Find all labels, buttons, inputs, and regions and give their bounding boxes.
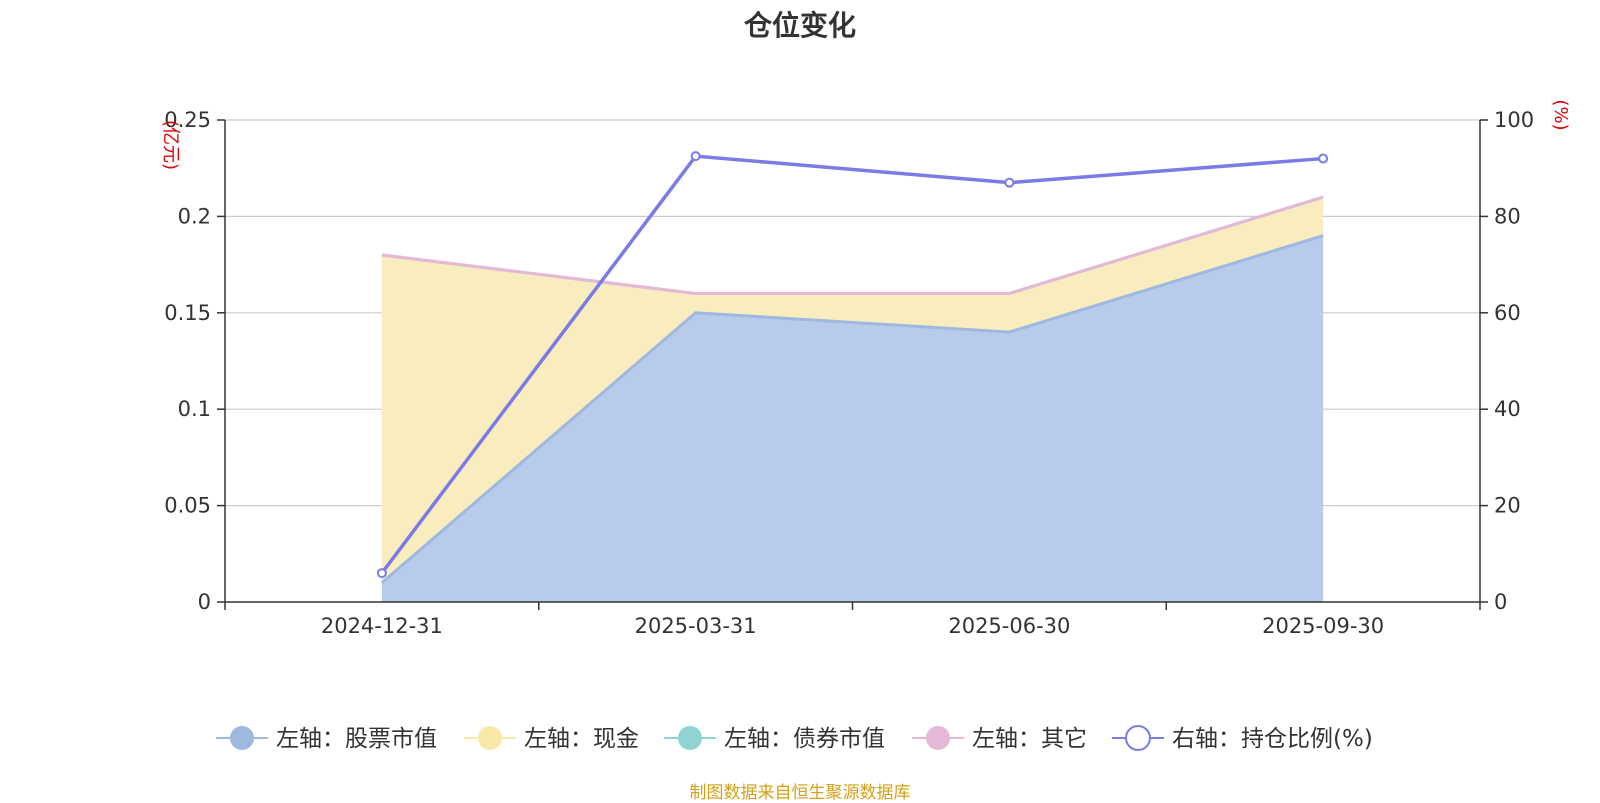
legend-label: 左轴：现金 [524,726,639,752]
right-tick-label: 60 [1494,301,1521,325]
left-tick-label: 0.25 [164,108,211,132]
legend-marker [678,726,702,750]
legend-label: 左轴：债券市值 [724,726,885,752]
ratio-point [376,568,387,579]
ratio-point [1004,177,1015,188]
right-tick-label: 40 [1494,397,1521,421]
area-左轴：股票市值 [381,235,1324,602]
legend-marker [926,726,950,750]
left-tick-label: 0.05 [164,494,211,518]
legend-item: 左轴：债券市值 [664,726,885,752]
legend-item: 右轴：持仓比例(%) [1112,725,1373,752]
legend-marker [1125,725,1151,751]
right-tick-label: 0 [1494,590,1507,614]
stacked-areas [380,195,1324,602]
ratio-line [380,154,1324,575]
legend-marker [478,726,502,750]
right-tick-label: 80 [1494,204,1521,228]
legend-marker [230,726,254,750]
right-tick-label: 20 [1494,494,1521,518]
area-edge-左轴：其它 [381,195,1324,296]
legend-label: 左轴：股票市值 [276,726,437,752]
right-tick-label: 100 [1494,108,1534,132]
left-tick-label: 0.1 [178,397,211,421]
area-edge-左轴：股票市值 [380,234,1324,584]
legend-item: 左轴：其它 [912,726,1087,752]
ratio-point [690,151,701,162]
legend-item: 左轴：股票市值 [216,726,437,752]
x-tick-label: 2025-06-30 [948,614,1070,638]
ratio-line-series [376,151,1329,579]
left-axis-unit: (亿元) [160,120,181,170]
left-tick-label: 0.15 [164,301,211,325]
left-tick-label: 0.2 [178,204,211,228]
x-tick-label: 2024-12-31 [321,614,443,638]
left-tick-label: 0 [198,590,211,614]
legend-label: 左轴：其它 [972,726,1087,752]
legend-item: 左轴：现金 [464,726,639,752]
chart-title: 仓位变化 [743,9,856,42]
legend-label: 右轴：持仓比例(%) [1172,726,1373,752]
axes: 0 0.05 0.1 0.15 0.2 0.25 0 20 40 60 80 100 (亿元) (%) 20… [160,99,1571,638]
legend: 左轴：股票市值 左轴：现金 左轴：债券市值 左轴：其它 右轴：持仓比例(%) [216,725,1373,752]
ratio-point [1318,153,1329,164]
data-source-note: 制图数据来自恒生聚源数据库 [689,783,911,803]
area-左轴：现金 [381,197,1324,583]
x-tick-label: 2025-09-30 [1262,614,1384,638]
right-axis-unit: (%) [1550,99,1571,130]
x-tick-label: 2025-03-31 [635,614,757,638]
